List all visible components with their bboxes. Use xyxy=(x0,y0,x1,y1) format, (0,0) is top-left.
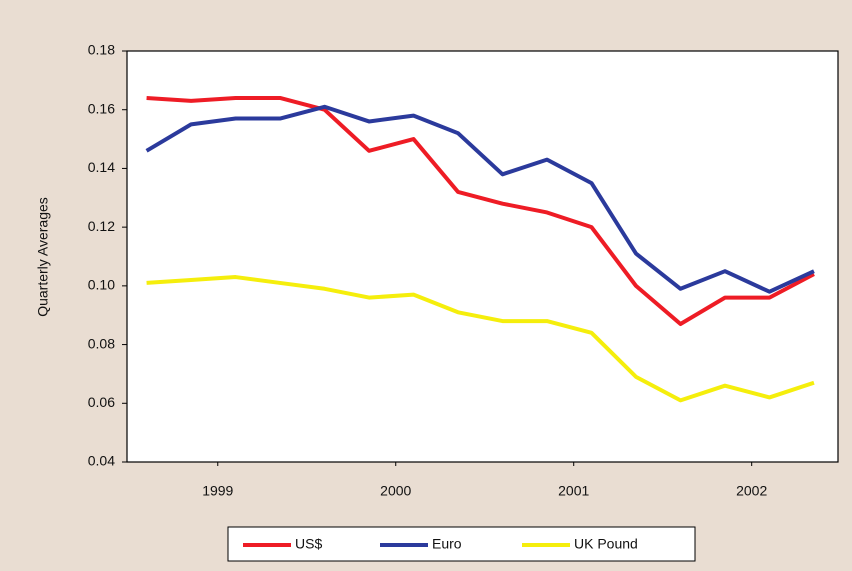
y-tick-label: 0.16 xyxy=(88,100,115,116)
legend-label: UK Pound xyxy=(574,536,638,552)
y-tick-label: 0.12 xyxy=(88,218,115,234)
legend-label: US$ xyxy=(295,536,322,552)
y-tick-label: 0.10 xyxy=(88,277,115,293)
x-tick-label: 2001 xyxy=(558,483,589,499)
y-tick-label: 0.06 xyxy=(88,394,115,410)
series-line xyxy=(145,104,815,294)
x-tick-label: 2002 xyxy=(736,483,767,499)
y-tick-label: 0.14 xyxy=(88,159,115,175)
x-tick-label: 2000 xyxy=(380,483,411,499)
series-line xyxy=(146,95,815,327)
series-line xyxy=(146,275,815,403)
legend-label: Euro xyxy=(432,536,462,552)
x-tick-label: 1999 xyxy=(202,483,233,499)
y-tick-label: 0.04 xyxy=(88,453,115,469)
y-axis-label: Quarterly Averages xyxy=(35,197,51,317)
legend xyxy=(227,526,696,562)
y-tick-label: 0.18 xyxy=(88,42,115,58)
plot-area xyxy=(126,50,839,463)
y-tick-label: 0.08 xyxy=(88,335,115,351)
